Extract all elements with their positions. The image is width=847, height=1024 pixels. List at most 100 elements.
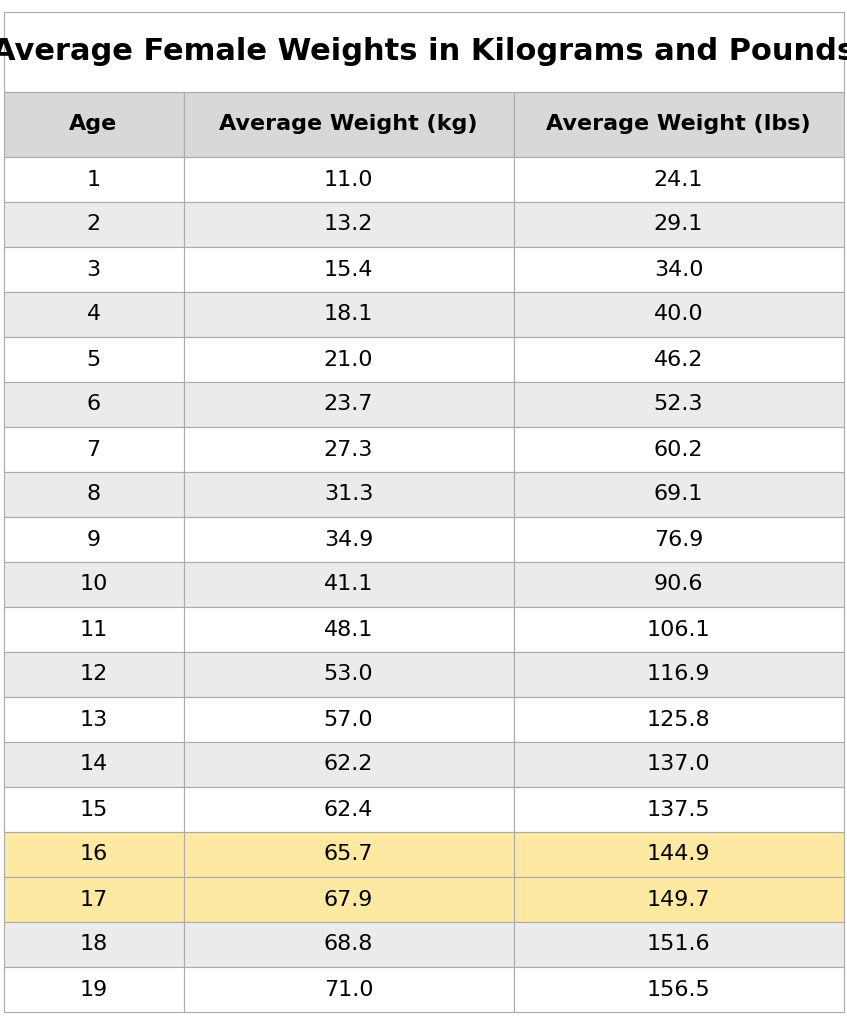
- Bar: [513, 202, 844, 247]
- Bar: [3, 337, 184, 382]
- Text: 29.1: 29.1: [654, 214, 703, 234]
- Text: 40.0: 40.0: [654, 304, 703, 325]
- Bar: [184, 157, 513, 202]
- Text: 4: 4: [86, 304, 101, 325]
- Text: 60.2: 60.2: [654, 439, 703, 460]
- Bar: [3, 12, 844, 92]
- Bar: [184, 742, 513, 787]
- Bar: [513, 831, 844, 877]
- Bar: [513, 337, 844, 382]
- Bar: [184, 292, 513, 337]
- Text: 6: 6: [86, 394, 101, 415]
- Bar: [3, 427, 184, 472]
- Bar: [513, 472, 844, 517]
- Text: 144.9: 144.9: [647, 845, 711, 864]
- Text: 65.7: 65.7: [324, 845, 374, 864]
- Text: 12: 12: [80, 665, 108, 684]
- Bar: [184, 517, 513, 562]
- Text: 67.9: 67.9: [324, 890, 374, 909]
- Bar: [184, 652, 513, 697]
- Text: 62.2: 62.2: [324, 755, 374, 774]
- Text: 53.0: 53.0: [324, 665, 374, 684]
- Text: 90.6: 90.6: [654, 574, 703, 595]
- Bar: [184, 427, 513, 472]
- Text: 15: 15: [80, 800, 108, 819]
- Bar: [513, 607, 844, 652]
- Text: Average Weight (kg): Average Weight (kg): [219, 115, 478, 134]
- Text: 156.5: 156.5: [646, 980, 711, 999]
- Text: 13.2: 13.2: [324, 214, 374, 234]
- Text: 125.8: 125.8: [647, 710, 711, 729]
- Bar: [3, 382, 184, 427]
- Bar: [3, 247, 184, 292]
- Bar: [3, 157, 184, 202]
- Bar: [184, 337, 513, 382]
- Text: 27.3: 27.3: [324, 439, 374, 460]
- Text: 68.8: 68.8: [324, 935, 374, 954]
- Text: 151.6: 151.6: [647, 935, 711, 954]
- Text: 48.1: 48.1: [324, 620, 374, 640]
- Text: 7: 7: [86, 439, 101, 460]
- Bar: [3, 562, 184, 607]
- Bar: [3, 697, 184, 742]
- Bar: [184, 697, 513, 742]
- Text: 34.9: 34.9: [324, 529, 374, 550]
- Bar: [3, 652, 184, 697]
- Text: 1: 1: [86, 170, 101, 189]
- Text: 149.7: 149.7: [647, 890, 711, 909]
- Text: 13: 13: [80, 710, 108, 729]
- Bar: [3, 831, 184, 877]
- Bar: [513, 697, 844, 742]
- Text: 69.1: 69.1: [654, 484, 703, 505]
- Bar: [513, 382, 844, 427]
- Text: 52.3: 52.3: [654, 394, 703, 415]
- Text: 10: 10: [80, 574, 108, 595]
- Bar: [513, 517, 844, 562]
- Text: 15.4: 15.4: [324, 259, 374, 280]
- Bar: [184, 92, 513, 157]
- Bar: [184, 607, 513, 652]
- Text: Age: Age: [69, 115, 118, 134]
- Bar: [184, 472, 513, 517]
- Text: 19: 19: [80, 980, 108, 999]
- Bar: [513, 292, 844, 337]
- Bar: [513, 247, 844, 292]
- Text: 106.1: 106.1: [647, 620, 711, 640]
- Bar: [3, 517, 184, 562]
- Text: 5: 5: [86, 349, 101, 370]
- Text: 18.1: 18.1: [324, 304, 374, 325]
- Bar: [513, 742, 844, 787]
- Bar: [3, 787, 184, 831]
- Bar: [184, 922, 513, 967]
- Bar: [184, 967, 513, 1012]
- Bar: [184, 247, 513, 292]
- Text: 41.1: 41.1: [324, 574, 374, 595]
- Text: 31.3: 31.3: [324, 484, 374, 505]
- Text: 14: 14: [80, 755, 108, 774]
- Bar: [513, 967, 844, 1012]
- Text: Average Female Weights in Kilograms and Pounds: Average Female Weights in Kilograms and …: [0, 38, 847, 67]
- Text: 116.9: 116.9: [647, 665, 711, 684]
- Bar: [184, 562, 513, 607]
- Text: 71.0: 71.0: [324, 980, 374, 999]
- Bar: [3, 202, 184, 247]
- Bar: [3, 607, 184, 652]
- Text: 2: 2: [86, 214, 101, 234]
- Bar: [513, 157, 844, 202]
- Bar: [513, 92, 844, 157]
- Bar: [513, 562, 844, 607]
- Bar: [184, 382, 513, 427]
- Bar: [3, 92, 184, 157]
- Text: 34.0: 34.0: [654, 259, 703, 280]
- Text: 9: 9: [86, 529, 101, 550]
- Text: 16: 16: [80, 845, 108, 864]
- Text: 76.9: 76.9: [654, 529, 703, 550]
- Text: 57.0: 57.0: [324, 710, 374, 729]
- Bar: [3, 292, 184, 337]
- Bar: [184, 877, 513, 922]
- Text: 62.4: 62.4: [324, 800, 374, 819]
- Text: 11.0: 11.0: [324, 170, 374, 189]
- Bar: [3, 472, 184, 517]
- Bar: [513, 427, 844, 472]
- Text: 137.0: 137.0: [647, 755, 711, 774]
